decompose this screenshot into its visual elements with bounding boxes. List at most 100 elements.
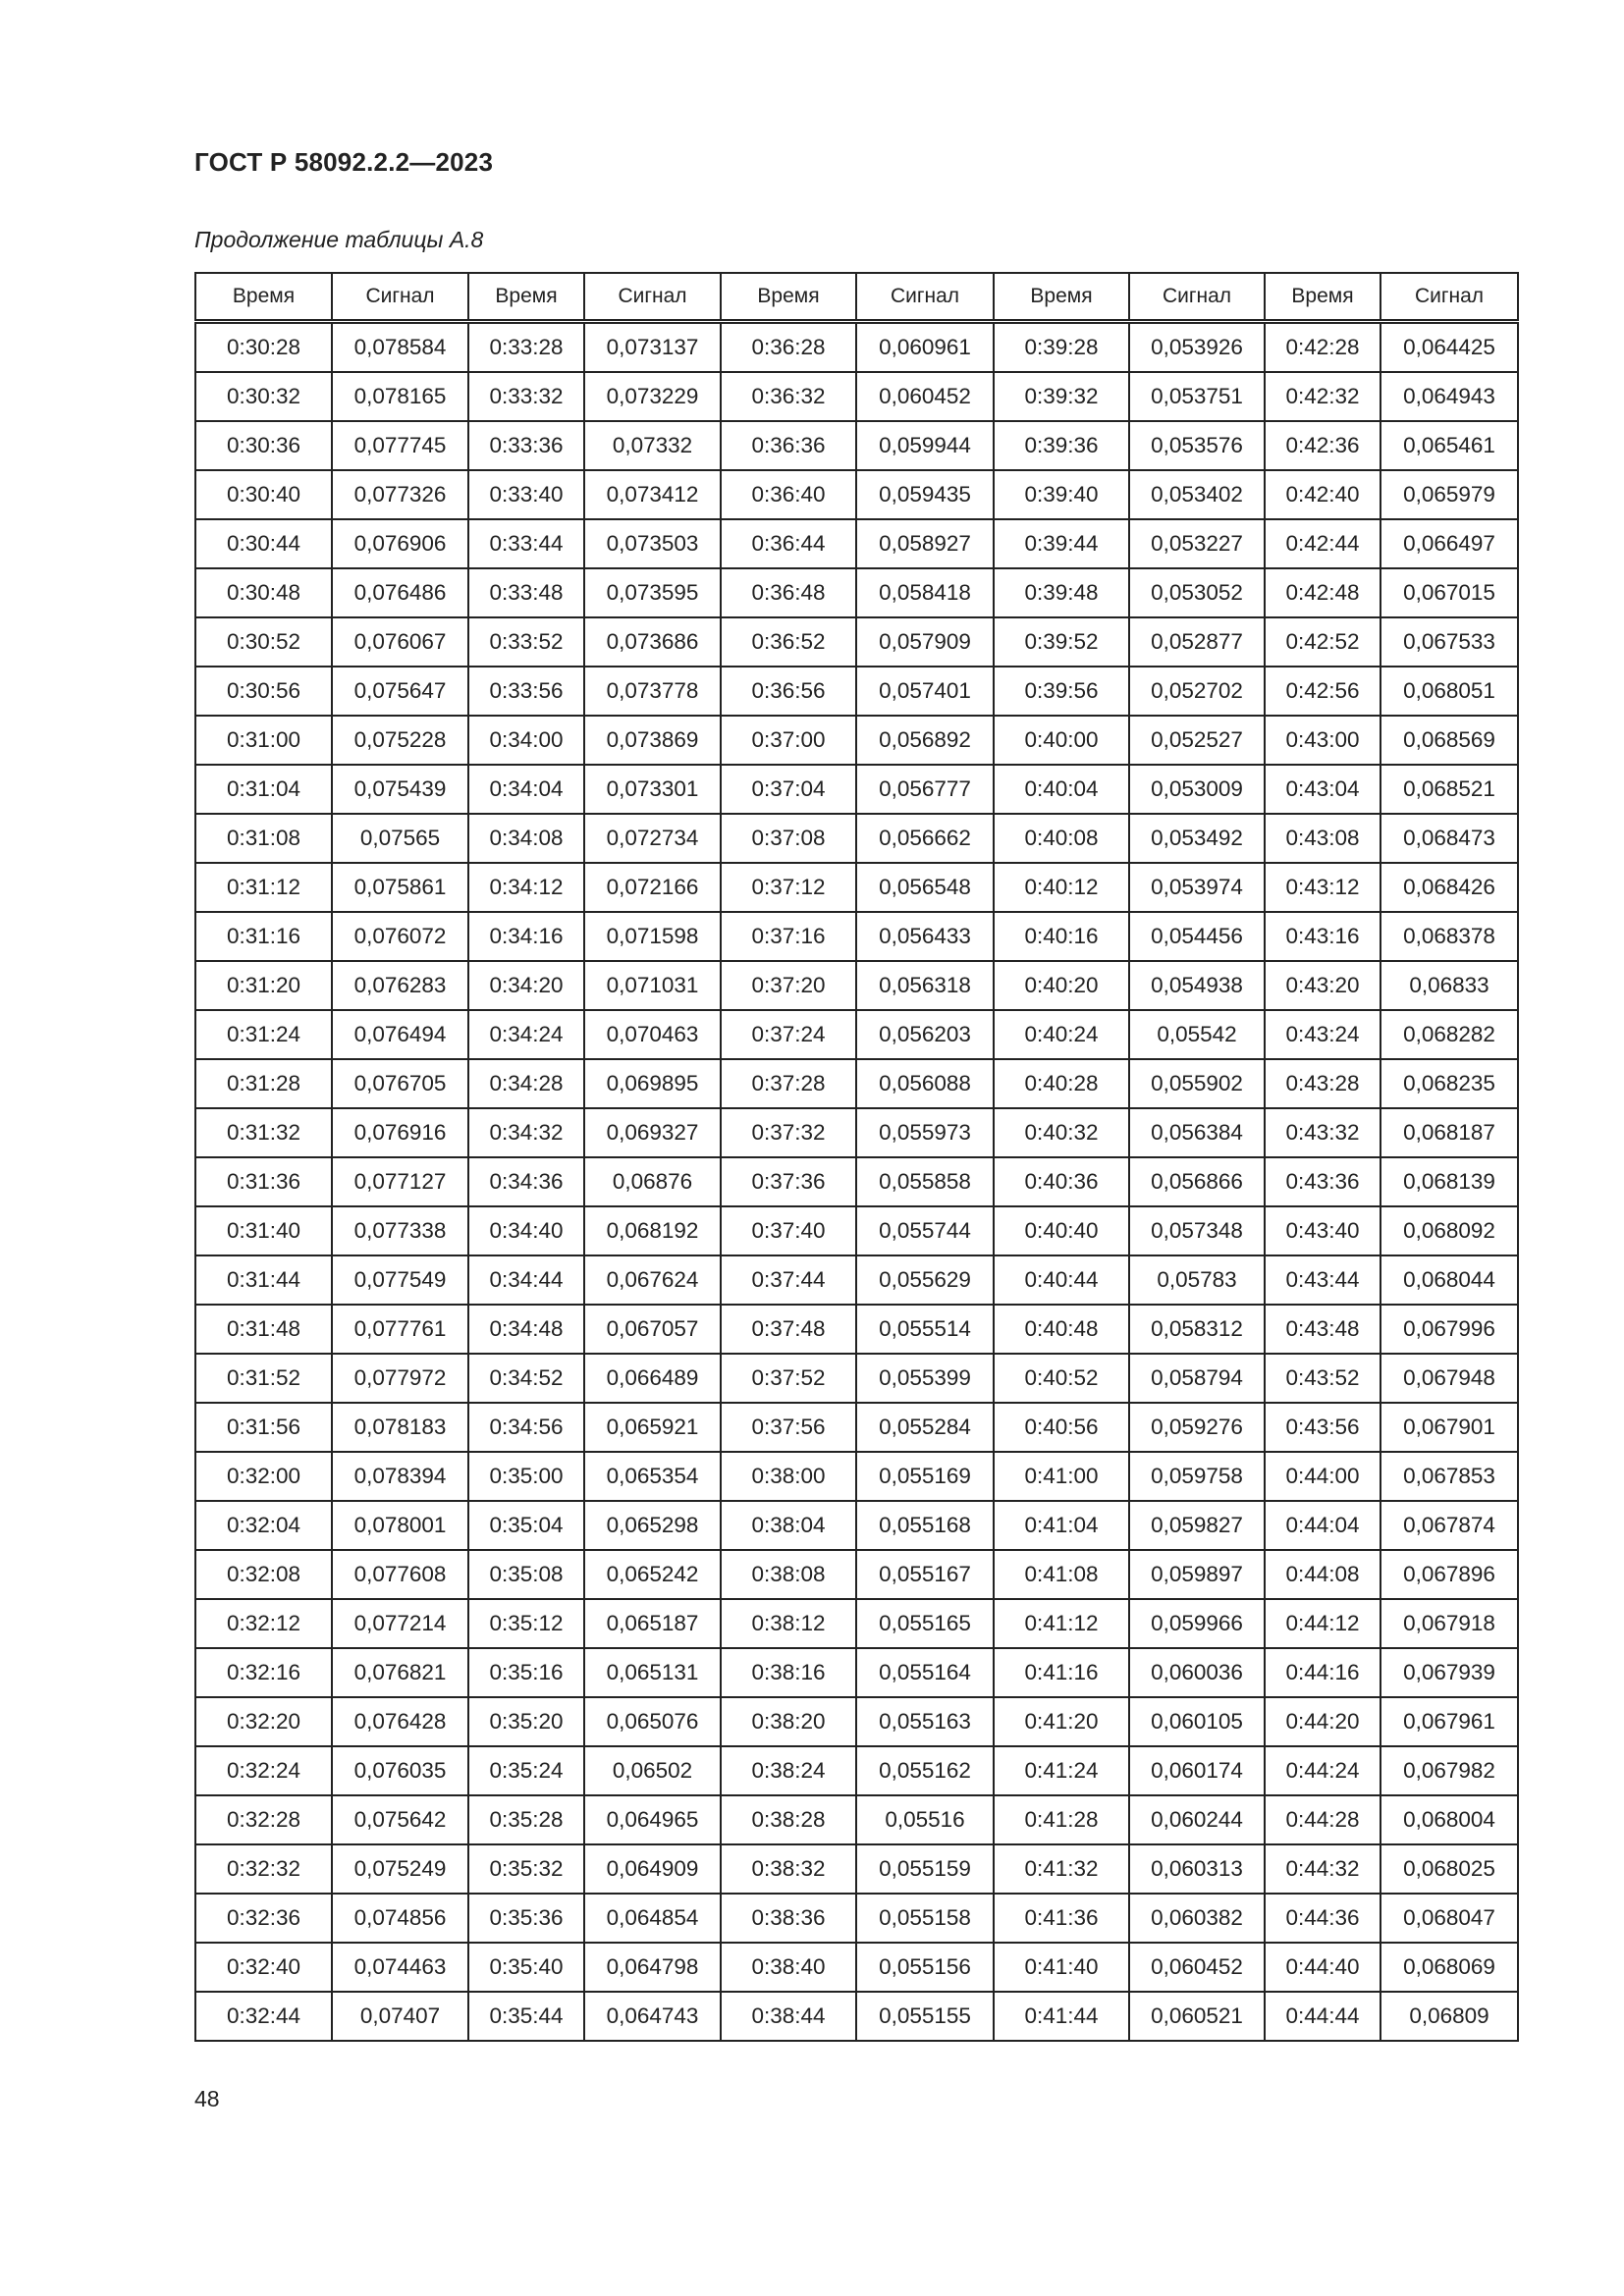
- time-cell: 0:31:44: [194, 1255, 333, 1306]
- time-cell: 0:43:04: [1264, 764, 1381, 815]
- time-cell: 0:35:24: [467, 1745, 585, 1796]
- signal-cell: 0,076072: [331, 911, 469, 962]
- time-cell: 0:40:56: [993, 1402, 1130, 1453]
- time-cell: 0:35:16: [467, 1647, 585, 1698]
- time-cell: 0:40:00: [993, 715, 1130, 766]
- time-cell: 0:41:16: [993, 1647, 1130, 1698]
- table-header-row: Время Сигнал Время Сигнал Время Сигнал Время Си…: [194, 272, 1519, 323]
- time-cell: 0:31:04: [194, 764, 333, 815]
- signal-cell: 0,055284: [855, 1402, 995, 1453]
- time-cell: 0:34:20: [467, 960, 585, 1011]
- signal-cell: 0,077745: [331, 420, 469, 471]
- time-cell: 0:44:04: [1264, 1500, 1381, 1551]
- signal-cell: 0,064798: [583, 1942, 722, 1993]
- time-cell: 0:36:32: [720, 371, 857, 422]
- signal-cell: 0,076821: [331, 1647, 469, 1698]
- signal-cell: 0,05516: [855, 1794, 995, 1845]
- time-cell: 0:32:40: [194, 1942, 333, 1993]
- signal-cell: 0,066497: [1380, 518, 1519, 569]
- time-cell: 0:40:32: [993, 1107, 1130, 1158]
- time-cell: 0:31:36: [194, 1156, 333, 1207]
- time-cell: 0:38:04: [720, 1500, 857, 1551]
- time-cell: 0:36:52: [720, 616, 857, 667]
- signal-cell: 0,078183: [331, 1402, 469, 1453]
- signal-cell: 0,060105: [1128, 1696, 1266, 1747]
- table-row: 0:32:20 0,076428 0:35:20 0,065076 0:38:20 0,0…: [194, 1696, 1519, 1747]
- time-cell: 0:35:28: [467, 1794, 585, 1845]
- time-cell: 0:30:44: [194, 518, 333, 569]
- signal-cell: 0,058794: [1128, 1353, 1266, 1404]
- time-cell: 0:37:04: [720, 764, 857, 815]
- time-cell: 0:37:16: [720, 911, 857, 962]
- signal-cell: 0,055168: [855, 1500, 995, 1551]
- time-cell: 0:40:12: [993, 862, 1130, 913]
- time-cell: 0:43:08: [1264, 813, 1381, 864]
- signal-cell: 0,065187: [583, 1598, 722, 1649]
- time-cell: 0:40:08: [993, 813, 1130, 864]
- signal-cell: 0,070463: [583, 1009, 722, 1060]
- signal-cell: 0,07565: [331, 813, 469, 864]
- signal-cell: 0,059758: [1128, 1451, 1266, 1502]
- time-cell: 0:37:32: [720, 1107, 857, 1158]
- time-cell: 0:43:24: [1264, 1009, 1381, 1060]
- time-cell: 0:31:48: [194, 1304, 333, 1355]
- signal-cell: 0,068521: [1380, 764, 1519, 815]
- time-cell: 0:43:16: [1264, 911, 1381, 962]
- time-cell: 0:42:32: [1264, 371, 1381, 422]
- signal-cell: 0,075642: [331, 1794, 469, 1845]
- time-cell: 0:34:04: [467, 764, 585, 815]
- signal-cell: 0,060961: [855, 320, 995, 373]
- column-header: Сигнал: [1128, 272, 1266, 323]
- time-cell: 0:35:12: [467, 1598, 585, 1649]
- signal-cell: 0,069327: [583, 1107, 722, 1158]
- time-cell: 0:30:36: [194, 420, 333, 471]
- signal-cell: 0,074463: [331, 1942, 469, 1993]
- signal-cell: 0,073778: [583, 666, 722, 717]
- table-row: 0:32:04 0,078001 0:35:04 0,065298 0:38:04 0,0…: [194, 1500, 1519, 1551]
- time-cell: 0:33:52: [467, 616, 585, 667]
- time-cell: 0:44:44: [1264, 1991, 1381, 2042]
- table-row: 0:32:32 0,075249 0:35:32 0,064909 0:38:32 0,0…: [194, 1843, 1519, 1895]
- time-cell: 0:39:32: [993, 371, 1130, 422]
- time-cell: 0:35:08: [467, 1549, 585, 1600]
- signal-cell: 0,053576: [1128, 420, 1266, 471]
- signal-cell: 0,073229: [583, 371, 722, 422]
- time-cell: 0:32:04: [194, 1500, 333, 1551]
- signal-cell: 0,060452: [855, 371, 995, 422]
- time-cell: 0:32:16: [194, 1647, 333, 1698]
- time-cell: 0:34:12: [467, 862, 585, 913]
- time-cell: 0:37:44: [720, 1255, 857, 1306]
- time-cell: 0:33:44: [467, 518, 585, 569]
- time-cell: 0:36:56: [720, 666, 857, 717]
- table-row: 0:31:52 0,077972 0:34:52 0,066489 0:37:52 0,0…: [194, 1353, 1519, 1404]
- signal-cell: 0,067533: [1380, 616, 1519, 667]
- column-header: Сигнал: [1380, 272, 1519, 323]
- time-cell: 0:38:16: [720, 1647, 857, 1698]
- time-cell: 0:41:28: [993, 1794, 1130, 1845]
- time-cell: 0:38:40: [720, 1942, 857, 1993]
- table-row: 0:31:28 0,076705 0:34:28 0,069895 0:37:28 0,0…: [194, 1058, 1519, 1109]
- signal-cell: 0,068051: [1380, 666, 1519, 717]
- signal-cell: 0,053492: [1128, 813, 1266, 864]
- signal-cell: 0,077761: [331, 1304, 469, 1355]
- time-cell: 0:44:28: [1264, 1794, 1381, 1845]
- time-cell: 0:37:52: [720, 1353, 857, 1404]
- signal-cell: 0,065354: [583, 1451, 722, 1502]
- time-cell: 0:42:48: [1264, 567, 1381, 618]
- time-cell: 0:33:28: [467, 320, 585, 373]
- table-row: 0:32:16 0,076821 0:35:16 0,065131 0:38:16 0,0…: [194, 1647, 1519, 1698]
- time-cell: 0:37:08: [720, 813, 857, 864]
- signal-cell: 0,053402: [1128, 469, 1266, 520]
- signal-cell: 0,076494: [331, 1009, 469, 1060]
- time-cell: 0:37:00: [720, 715, 857, 766]
- signal-cell: 0,056777: [855, 764, 995, 815]
- signal-cell: 0,064425: [1380, 320, 1519, 373]
- signal-cell: 0,056548: [855, 862, 995, 913]
- signal-cell: 0,065242: [583, 1549, 722, 1600]
- table-row: 0:32:12 0,077214 0:35:12 0,065187 0:38:12 0,0…: [194, 1598, 1519, 1649]
- signal-cell: 0,053052: [1128, 567, 1266, 618]
- time-cell: 0:34:16: [467, 911, 585, 962]
- signal-cell: 0,055164: [855, 1647, 995, 1698]
- time-cell: 0:37:48: [720, 1304, 857, 1355]
- table-row: 0:31:56 0,078183 0:34:56 0,065921 0:37:56 0,0…: [194, 1402, 1519, 1453]
